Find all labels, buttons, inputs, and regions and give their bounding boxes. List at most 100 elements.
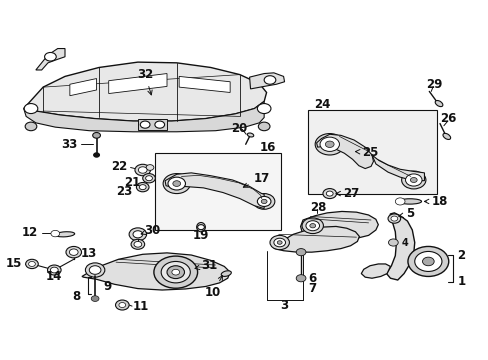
Circle shape	[138, 167, 147, 173]
Circle shape	[135, 164, 150, 176]
Circle shape	[171, 269, 179, 275]
Circle shape	[44, 53, 56, 61]
Circle shape	[139, 185, 146, 190]
Text: 32: 32	[137, 68, 153, 95]
Ellipse shape	[397, 199, 421, 204]
Circle shape	[257, 104, 270, 113]
Text: 10: 10	[204, 275, 222, 299]
Circle shape	[93, 132, 100, 138]
Text: 4: 4	[400, 238, 407, 248]
Text: 29: 29	[425, 78, 442, 91]
Circle shape	[394, 198, 404, 205]
Text: 12: 12	[22, 226, 38, 239]
Polygon shape	[36, 49, 65, 70]
Circle shape	[25, 122, 37, 131]
Circle shape	[89, 266, 101, 274]
Polygon shape	[23, 62, 266, 121]
Text: 33: 33	[61, 138, 77, 151]
Polygon shape	[82, 253, 230, 290]
Circle shape	[277, 241, 282, 244]
Circle shape	[129, 228, 146, 241]
Bar	[155, 153, 281, 230]
Circle shape	[172, 181, 180, 186]
Circle shape	[257, 197, 270, 206]
Text: 26: 26	[440, 112, 456, 125]
Polygon shape	[300, 211, 378, 241]
Circle shape	[407, 247, 448, 276]
Text: 2: 2	[457, 248, 465, 261]
Text: 22: 22	[111, 160, 127, 173]
Ellipse shape	[55, 232, 75, 237]
Text: 16: 16	[260, 141, 276, 154]
Text: 20: 20	[230, 122, 246, 135]
Text: 21: 21	[124, 176, 140, 189]
Text: 30: 30	[141, 224, 160, 237]
Circle shape	[91, 296, 99, 301]
Circle shape	[66, 247, 81, 258]
Text: 27: 27	[335, 187, 359, 200]
Text: 18: 18	[424, 195, 447, 208]
Circle shape	[197, 225, 204, 230]
Text: 6: 6	[307, 272, 315, 285]
Circle shape	[414, 251, 441, 271]
Circle shape	[51, 230, 60, 237]
Circle shape	[28, 261, 35, 266]
Circle shape	[422, 257, 433, 266]
Circle shape	[163, 174, 190, 194]
Text: 31: 31	[195, 258, 218, 271]
Ellipse shape	[442, 133, 450, 139]
Polygon shape	[386, 213, 414, 280]
Circle shape	[273, 238, 285, 247]
Text: 9: 9	[103, 280, 112, 293]
Text: 7: 7	[307, 283, 315, 296]
Ellipse shape	[196, 222, 205, 232]
Text: 28: 28	[310, 201, 326, 214]
Circle shape	[50, 267, 58, 273]
Circle shape	[322, 189, 336, 199]
Circle shape	[261, 199, 266, 203]
Circle shape	[325, 191, 332, 196]
Circle shape	[131, 239, 144, 249]
Bar	[307, 111, 436, 194]
Circle shape	[309, 224, 315, 228]
Ellipse shape	[221, 271, 231, 276]
Circle shape	[168, 177, 185, 190]
Text: 1: 1	[457, 275, 465, 288]
Circle shape	[315, 134, 344, 155]
Circle shape	[25, 259, 38, 269]
Text: 3: 3	[280, 299, 288, 312]
Text: 8: 8	[72, 289, 81, 303]
Circle shape	[296, 275, 305, 282]
Circle shape	[264, 76, 275, 84]
Circle shape	[305, 221, 319, 231]
Circle shape	[94, 153, 99, 157]
Circle shape	[387, 214, 400, 223]
Circle shape	[140, 121, 150, 128]
Polygon shape	[249, 73, 284, 89]
Circle shape	[69, 249, 78, 255]
Circle shape	[119, 302, 125, 307]
Text: 11: 11	[133, 300, 149, 313]
Polygon shape	[108, 73, 167, 94]
Ellipse shape	[434, 100, 442, 107]
Text: 13: 13	[81, 247, 97, 260]
Polygon shape	[316, 134, 373, 168]
Circle shape	[401, 171, 425, 189]
Text: 5: 5	[398, 207, 413, 220]
Circle shape	[133, 231, 142, 238]
Polygon shape	[23, 102, 264, 132]
Circle shape	[146, 165, 154, 170]
Polygon shape	[361, 264, 389, 278]
Circle shape	[253, 194, 274, 209]
Circle shape	[161, 261, 190, 283]
Circle shape	[145, 176, 152, 181]
Polygon shape	[138, 119, 167, 130]
Text: 24: 24	[314, 99, 330, 112]
Circle shape	[325, 141, 333, 148]
Circle shape	[388, 239, 397, 246]
Circle shape	[390, 216, 397, 221]
Polygon shape	[371, 155, 424, 181]
Circle shape	[405, 174, 421, 186]
Circle shape	[85, 263, 104, 277]
Circle shape	[269, 235, 289, 249]
